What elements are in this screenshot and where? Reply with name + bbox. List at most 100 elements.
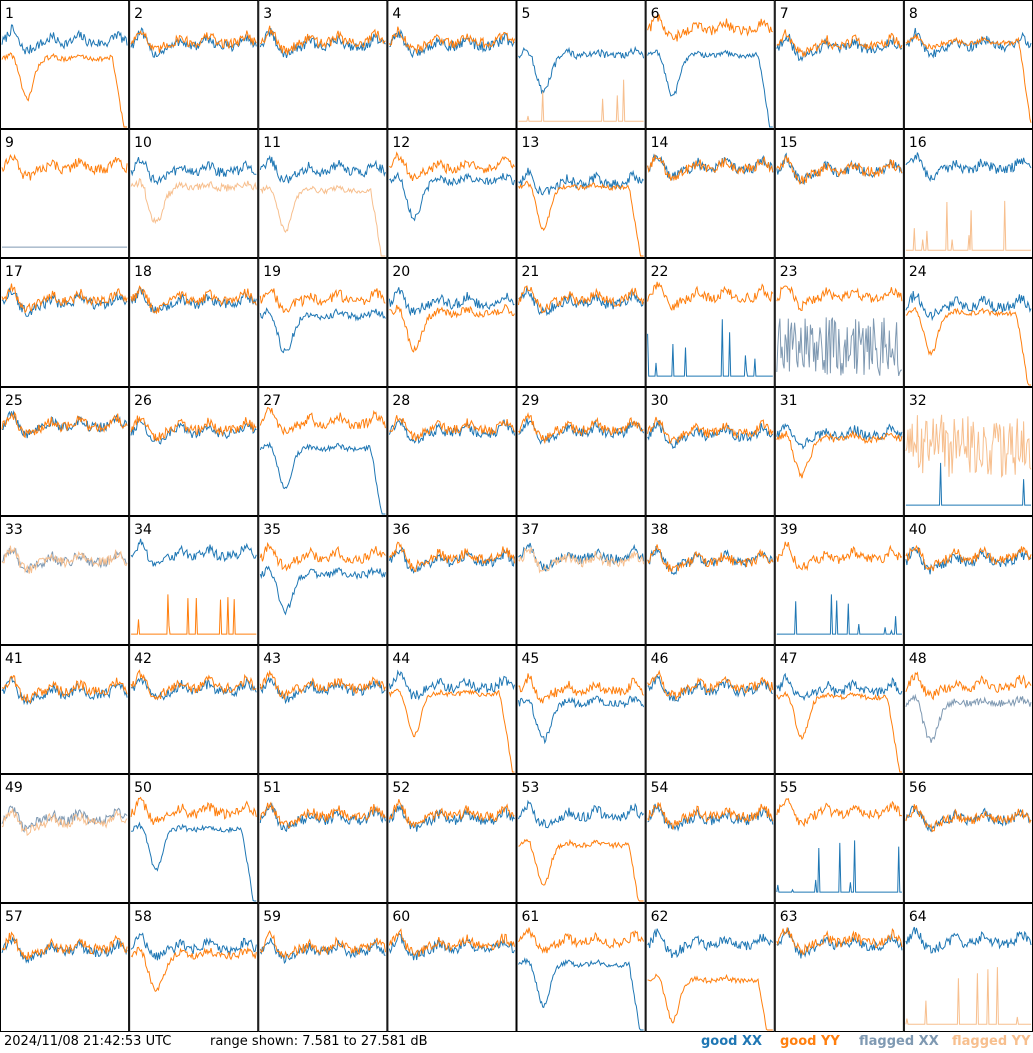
series-yy-good bbox=[647, 14, 773, 42]
panel-38: 38 bbox=[645, 516, 775, 645]
series-xx-good bbox=[1, 24, 128, 55]
series-yy-flagged bbox=[130, 178, 257, 225]
panel-61: 61 bbox=[516, 903, 646, 1032]
panel-label: 1 bbox=[5, 6, 14, 22]
panel-label: 60 bbox=[392, 909, 410, 925]
panel-17: 17 bbox=[0, 258, 130, 387]
panel-label: 26 bbox=[134, 393, 152, 409]
series-xx-good bbox=[389, 171, 515, 222]
panel-frame bbox=[0, 387, 130, 516]
series-xx-good bbox=[1, 676, 128, 706]
series-yy-good bbox=[776, 285, 903, 312]
series-yy-good bbox=[389, 303, 515, 353]
series-xx-good bbox=[518, 418, 645, 445]
series-yy-good bbox=[776, 430, 903, 479]
panel-label: 31 bbox=[780, 393, 798, 409]
panel-14: 14 bbox=[645, 129, 775, 258]
series-xx-good bbox=[388, 669, 515, 701]
panel-frame bbox=[258, 0, 388, 129]
panel-label: 45 bbox=[522, 651, 540, 667]
panel-frame bbox=[903, 645, 1033, 774]
series-xx-good bbox=[259, 565, 386, 616]
panel-13: 13 bbox=[516, 129, 646, 258]
panel-frame bbox=[516, 516, 646, 645]
series-yy-good bbox=[259, 669, 386, 700]
panel-label: 41 bbox=[5, 651, 23, 667]
series-yy-good bbox=[518, 285, 645, 314]
panel-label: 44 bbox=[392, 651, 410, 667]
series-yy-good bbox=[388, 541, 515, 572]
series-yy-good bbox=[647, 416, 774, 444]
panel-label: 15 bbox=[780, 135, 798, 151]
panel-16: 16 bbox=[903, 129, 1033, 258]
series-xx-good bbox=[518, 286, 645, 317]
panel-frame bbox=[645, 387, 775, 516]
panel-frame bbox=[258, 645, 388, 774]
series-yy-good bbox=[776, 797, 903, 828]
panel-label: 17 bbox=[5, 264, 23, 280]
panel-54: 54 bbox=[645, 774, 775, 903]
panel-label: 8 bbox=[909, 6, 918, 22]
series-xx-good bbox=[388, 287, 515, 317]
series-yy-good bbox=[905, 544, 1032, 572]
panel-43: 43 bbox=[258, 645, 388, 774]
panel-frame bbox=[516, 903, 646, 1032]
panel-frame bbox=[645, 774, 775, 903]
panel-31: 31 bbox=[774, 387, 904, 516]
series-xx-good bbox=[905, 152, 1032, 183]
panel-frame bbox=[387, 0, 517, 129]
panel-frame bbox=[258, 516, 388, 645]
panel-51: 51 bbox=[258, 774, 388, 903]
series-xx-good bbox=[130, 676, 257, 701]
panel-53: 53 bbox=[516, 774, 646, 903]
panel-label: 63 bbox=[780, 909, 798, 925]
series-xx-good bbox=[259, 28, 386, 59]
panel-frame bbox=[258, 903, 388, 1032]
panel-frame bbox=[258, 774, 388, 903]
panel-frame bbox=[129, 387, 259, 516]
panel-label: 29 bbox=[522, 393, 540, 409]
series-yy-good bbox=[647, 669, 774, 702]
series-yy-good bbox=[518, 673, 644, 704]
series-xx-good bbox=[776, 927, 903, 959]
series-xx-good bbox=[647, 419, 774, 450]
panel-frame bbox=[129, 0, 259, 129]
series-yy-good bbox=[776, 927, 903, 955]
series-xx-good bbox=[388, 804, 515, 832]
panel-26: 26 bbox=[129, 387, 259, 516]
series-yy-good bbox=[389, 415, 515, 442]
panel-label: 13 bbox=[522, 135, 540, 151]
series-yy-good bbox=[776, 690, 902, 773]
series-xx-good bbox=[388, 419, 515, 445]
panel-label: 14 bbox=[651, 135, 669, 151]
panel-5: 5 bbox=[516, 0, 646, 129]
series-yy-good bbox=[776, 541, 903, 572]
panel-label: 59 bbox=[263, 909, 281, 925]
series-yy-good bbox=[518, 180, 644, 257]
series-yy-flagged bbox=[518, 547, 645, 574]
series-xx-good bbox=[259, 676, 386, 705]
series-yy-good bbox=[647, 973, 773, 1031]
panel-frame bbox=[129, 774, 259, 903]
panel-label: 24 bbox=[909, 264, 927, 280]
panel-frame bbox=[129, 903, 259, 1032]
series-yy-flagged bbox=[518, 79, 644, 122]
panel-18: 18 bbox=[129, 258, 259, 387]
series-xx-good bbox=[647, 803, 774, 832]
panel-frame bbox=[516, 387, 646, 516]
panel-45: 45 bbox=[516, 645, 646, 774]
series-yy-good bbox=[905, 306, 1031, 386]
panel-label: 51 bbox=[263, 780, 281, 796]
series-yy-good bbox=[259, 930, 386, 960]
panel-37: 37 bbox=[516, 516, 646, 645]
panel-21: 21 bbox=[516, 258, 646, 387]
panel-64: 64 bbox=[903, 903, 1033, 1032]
legend-flagged-xx: flagged XX bbox=[859, 1034, 939, 1049]
panel-frame bbox=[0, 774, 130, 903]
panel-34: 34 bbox=[129, 516, 259, 645]
panel-label: 58 bbox=[134, 909, 152, 925]
panel-frame bbox=[903, 0, 1033, 129]
series-yy-good bbox=[130, 669, 257, 701]
panel-2: 2 bbox=[129, 0, 259, 129]
series-xx-good bbox=[905, 291, 1032, 322]
